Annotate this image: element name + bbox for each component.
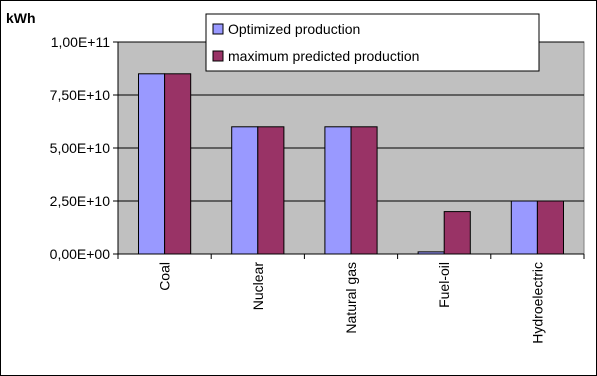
bar xyxy=(257,126,285,255)
bar xyxy=(324,126,352,255)
y-tick-label: 7,50E+10 xyxy=(50,87,111,103)
y-tick-label: 1,00E+11 xyxy=(51,34,111,50)
bar xyxy=(510,200,538,255)
category-label: Hydroelectric xyxy=(529,262,545,344)
category-labels: Coal Nuclear Natural gas Fuel-oil Hydroelect… xyxy=(157,262,546,344)
bar xyxy=(536,200,564,255)
category-label: Coal xyxy=(157,262,173,291)
legend-label: Optimized production xyxy=(228,21,360,37)
bar xyxy=(138,73,166,255)
bars xyxy=(138,73,564,255)
bar xyxy=(231,126,259,255)
y-tick-label: 5,00E+10 xyxy=(50,140,111,156)
bar xyxy=(164,73,192,255)
unit-label: kWh xyxy=(6,10,36,26)
category-label: Fuel-oil xyxy=(436,262,452,308)
category-label: Natural gas xyxy=(343,262,359,334)
legend: Optimized production maximum predicted pr… xyxy=(205,13,540,72)
legend-swatch xyxy=(212,23,224,35)
y-tick-label: 0,00E+00 xyxy=(50,246,111,262)
y-tick-label: 2,50E+10 xyxy=(50,193,111,209)
axes xyxy=(113,41,585,259)
bar xyxy=(443,211,471,255)
legend-swatch xyxy=(212,50,224,62)
y-tick-labels: 0,00E+00 2,50E+10 5,00E+10 7,50E+10 1,00E+11 xyxy=(50,34,111,262)
legend-label: maximum predicted production xyxy=(228,48,419,64)
category-label: Nuclear xyxy=(250,262,266,311)
legend-box xyxy=(205,13,540,72)
bar xyxy=(350,126,378,255)
